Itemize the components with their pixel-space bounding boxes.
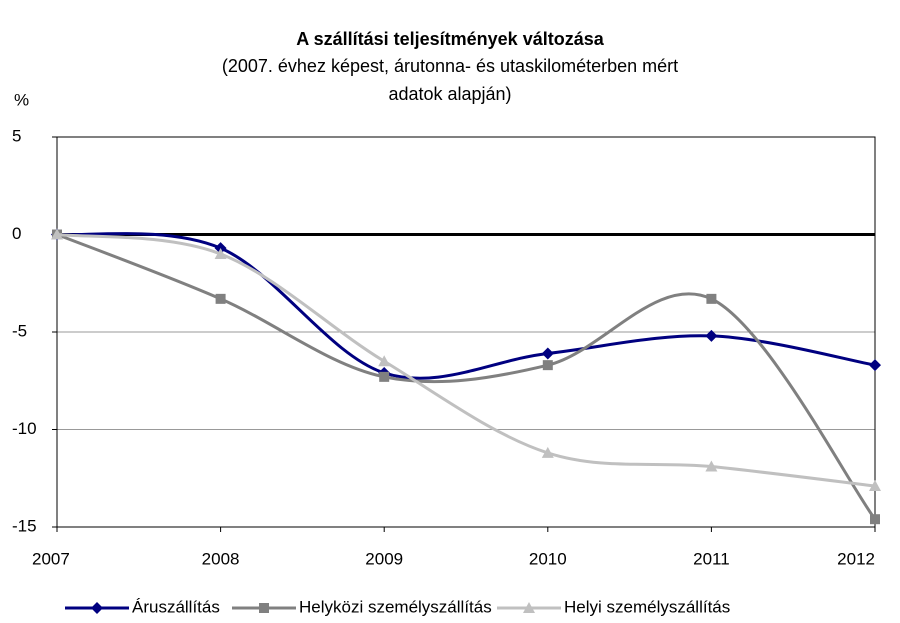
legend-label: Áruszállítás [132,597,220,616]
legend-label: Helyközi személyszállítás [299,597,492,616]
x-tick-label: 2010 [529,549,567,568]
x-tick-label: 2011 [693,549,730,568]
legend-marker [523,602,535,613]
legend-marker [259,603,269,613]
data-point [378,355,391,367]
chart-subtitle: adatok alapján) [388,84,511,104]
series-line [56,232,876,380]
y-tick-label: -5 [12,321,27,340]
data-point [541,446,554,458]
y-tick-label: 5 [12,126,21,145]
data-point [215,293,226,304]
y-tick-label: -15 [12,516,37,535]
data-point [542,360,553,371]
y-tick-label: 0 [12,224,21,243]
series-line [56,233,876,488]
plot-border [56,136,876,528]
data-point [214,248,227,259]
data-point [869,480,881,492]
data-point [541,347,554,360]
data-point [705,329,718,342]
data-point [706,293,717,304]
legend-label: Helyi személyszállítás [564,597,730,616]
x-tick-label: 2012 [837,549,875,568]
data-point [869,359,881,372]
chart-title: A szállítási teljesítmények változása [296,29,604,49]
data-point [51,228,63,240]
series-line [56,233,877,521]
data-point [379,371,390,382]
legend-marker [91,602,103,614]
y-tick-label: -10 [12,419,37,438]
x-tick-label: 2009 [365,549,403,568]
y-axis-label: % [14,90,29,109]
data-point [870,514,880,525]
data-point [705,460,718,472]
x-tick-label: 2007 [32,549,70,568]
x-tick-label: 2008 [202,549,240,568]
chart-subtitle: (2007. évhez képest, árutonna- és utaski… [222,56,678,76]
